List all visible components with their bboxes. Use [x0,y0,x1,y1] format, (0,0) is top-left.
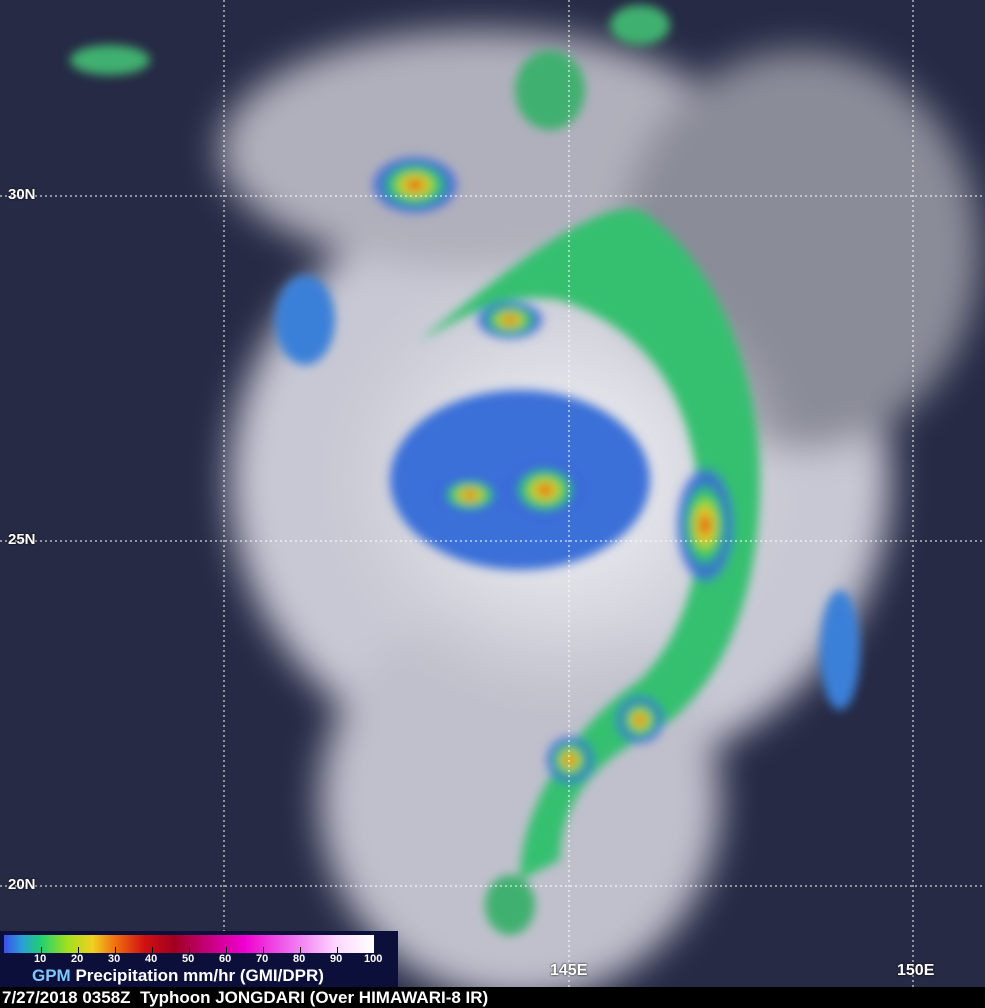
legend-tick [226,947,227,953]
legend-tick [41,947,42,953]
latitude-label-20n: 20N [8,876,36,893]
legend-tick-label: 10 [34,953,47,965]
legend-tick-label: 30 [108,953,121,965]
legend-tick-label: 70 [256,953,269,965]
legend-title: GPM Precipitation mm/hr (GMI/DPR) [32,966,324,986]
legend-tick [152,947,153,953]
longitude-label-150e: 150E [897,962,935,979]
legend-tick [115,947,116,953]
longitude-label-145e: 145E [550,962,588,979]
legend-tick [337,947,338,953]
legend-tick-label: 80 [293,953,306,965]
latitude-label-30n: 30N [8,186,36,203]
precipitation-legend: 10 20 30 40 50 60 70 80 90 100 GPM Preci… [0,931,398,987]
legend-tick-label: 100 [364,953,383,965]
graticule [0,0,985,987]
legend-tick-label: 20 [71,953,84,965]
legend-tick [300,947,301,953]
legend-tick [263,947,264,953]
legend-source: GPM [32,966,71,985]
precipitation-overlay [70,5,860,935]
legend-tick-label: 50 [182,953,195,965]
legend-tick-label: 40 [145,953,158,965]
legend-units: Precipitation mm/hr (GMI/DPR) [75,966,324,985]
legend-tick [189,947,190,953]
latitude-label-25n: 25N [8,531,36,548]
legend-tick [78,947,79,953]
legend-tick-label: 90 [330,953,343,965]
image-caption: 7/27/2018 0358Z Typhoon JONGDARI (Over H… [0,987,985,1008]
color-scale-bar [4,935,374,953]
legend-tick-label: 60 [219,953,232,965]
